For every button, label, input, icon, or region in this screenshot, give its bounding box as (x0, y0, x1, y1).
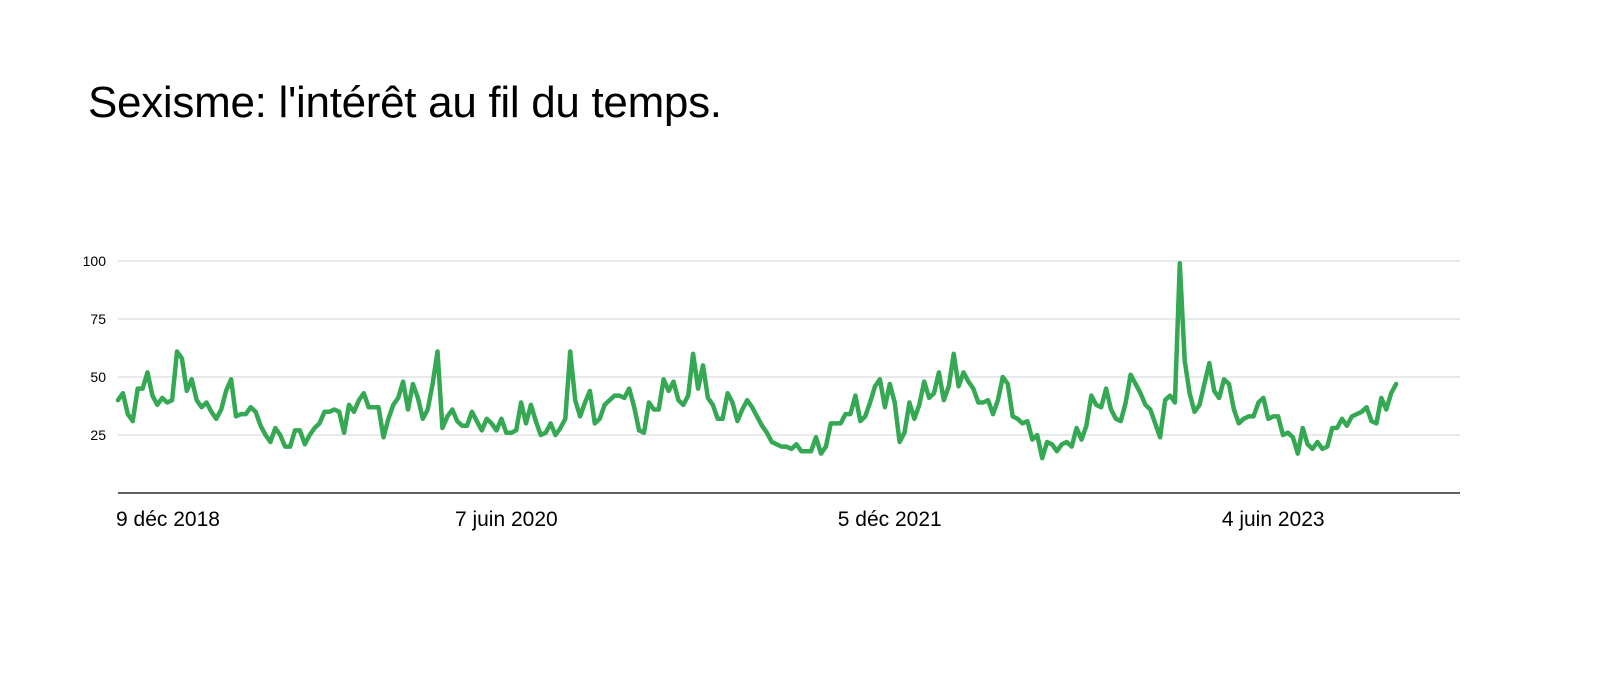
y-tick-label: 100 (83, 253, 107, 269)
y-tick-label: 25 (90, 427, 106, 443)
y-tick-label: 50 (90, 369, 106, 385)
chart-title: Sexisme: l'intérêt au fil du temps. (88, 78, 722, 127)
y-axis-ticks: 25 50 75 100 (83, 253, 107, 443)
x-tick-label: 7 juin 2020 (455, 508, 558, 531)
y-tick-label: 75 (90, 311, 106, 327)
series-layer (115, 261, 1399, 461)
x-tick-label: 4 juin 2023 (1222, 508, 1325, 531)
x-tick-label: 9 déc 2018 (116, 508, 220, 531)
x-axis-ticks: 9 déc 2018 7 juin 2020 5 déc 2021 4 juin 20… (116, 508, 1325, 531)
x-tick-label: 5 déc 2021 (838, 508, 942, 531)
series-line-0 (115, 261, 1399, 461)
gridlines (118, 260, 1460, 436)
